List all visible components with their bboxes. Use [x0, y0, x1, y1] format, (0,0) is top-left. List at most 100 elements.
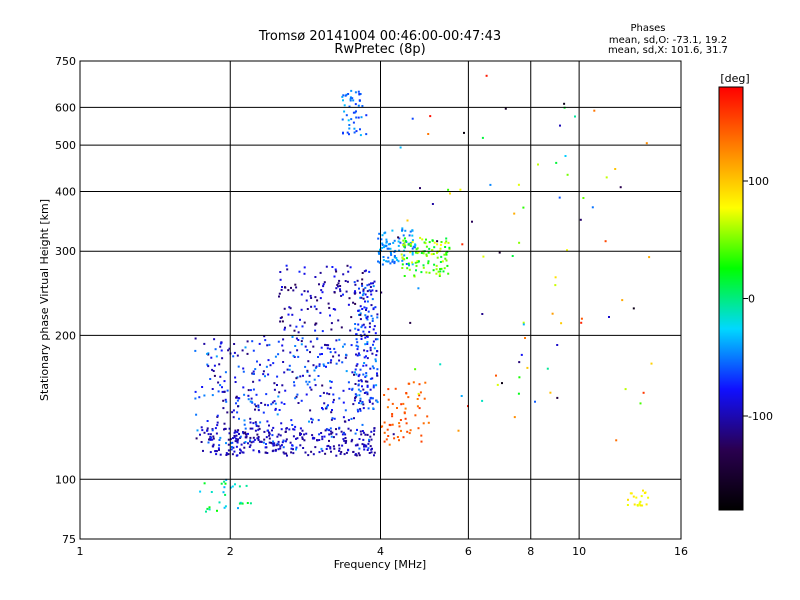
data-point	[322, 285, 325, 288]
data-point	[401, 259, 404, 262]
data-point	[401, 227, 404, 230]
data-point	[219, 375, 222, 378]
data-point	[554, 284, 557, 287]
data-point	[270, 403, 273, 406]
data-point	[420, 252, 423, 254]
data-point	[373, 433, 375, 436]
data-point	[328, 306, 331, 309]
y-tick-label: 750	[55, 55, 76, 68]
data-point	[398, 249, 401, 252]
data-point	[371, 365, 374, 368]
data-point	[286, 368, 289, 371]
data-point	[371, 377, 374, 380]
data-point	[333, 447, 336, 450]
data-point	[406, 430, 409, 433]
data-point	[627, 498, 629, 501]
data-point	[409, 245, 412, 247]
data-point	[643, 492, 646, 494]
data-point	[231, 485, 234, 488]
data-point	[249, 439, 252, 442]
data-point	[400, 253, 403, 256]
data-point	[327, 362, 330, 364]
data-point	[346, 131, 349, 134]
data-point	[559, 124, 561, 127]
data-point	[537, 163, 539, 166]
data-point	[208, 438, 210, 441]
data-point	[305, 393, 308, 396]
data-point	[244, 346, 247, 349]
data-point	[194, 337, 197, 340]
data-point	[304, 365, 307, 368]
data-point	[339, 452, 342, 455]
data-point	[366, 300, 369, 303]
data-point	[301, 438, 304, 440]
data-point	[306, 308, 309, 310]
data-point	[422, 422, 425, 425]
data-point	[372, 282, 374, 285]
data-point	[355, 130, 358, 133]
data-point	[424, 381, 427, 384]
data-point	[321, 291, 324, 294]
data-point	[363, 448, 366, 451]
data-point	[344, 433, 347, 436]
data-point	[352, 451, 355, 453]
data-point	[370, 282, 372, 285]
data-point	[647, 496, 650, 499]
data-point	[281, 286, 283, 288]
data-point	[317, 356, 319, 358]
data-point	[337, 319, 340, 322]
data-point	[316, 338, 319, 341]
data-point	[218, 444, 221, 447]
data-point	[422, 264, 425, 267]
data-point	[534, 400, 536, 403]
data-point	[262, 373, 265, 376]
data-point	[243, 441, 246, 444]
data-point	[366, 335, 369, 338]
data-point	[232, 446, 235, 449]
data-point	[276, 442, 279, 445]
data-point	[341, 361, 344, 364]
data-point	[203, 342, 206, 345]
data-point	[432, 269, 435, 272]
data-point	[403, 275, 406, 277]
x-tick-label: 10	[572, 545, 586, 558]
data-point	[404, 244, 407, 247]
data-point	[366, 391, 369, 394]
data-point	[642, 489, 644, 492]
data-point	[460, 395, 463, 397]
data-point	[387, 388, 390, 391]
data-point	[303, 290, 306, 293]
data-point	[365, 445, 367, 448]
data-point	[356, 363, 359, 366]
data-point	[212, 445, 215, 448]
data-point	[359, 313, 362, 316]
data-point	[370, 304, 373, 307]
data-point	[321, 353, 323, 355]
data-point	[365, 364, 368, 367]
data-point	[363, 356, 366, 359]
data-point	[358, 394, 361, 397]
data-point	[372, 285, 375, 288]
data-point	[431, 203, 434, 205]
data-point	[366, 290, 369, 293]
data-point	[580, 317, 583, 320]
data-point	[335, 454, 338, 457]
data-point	[280, 288, 283, 291]
data-point	[271, 442, 274, 445]
data-point	[249, 444, 252, 447]
data-point	[206, 420, 209, 422]
data-point	[194, 349, 197, 352]
data-point	[436, 256, 439, 259]
data-point	[409, 251, 412, 254]
data-point	[338, 397, 341, 400]
data-point	[306, 369, 309, 372]
data-point	[225, 400, 228, 403]
data-point	[195, 437, 198, 440]
data-point	[361, 278, 364, 281]
data-point	[340, 294, 343, 297]
data-point	[276, 413, 279, 416]
data-point	[307, 360, 310, 363]
data-point	[370, 397, 373, 400]
data-point	[243, 423, 246, 426]
data-point	[255, 424, 258, 427]
